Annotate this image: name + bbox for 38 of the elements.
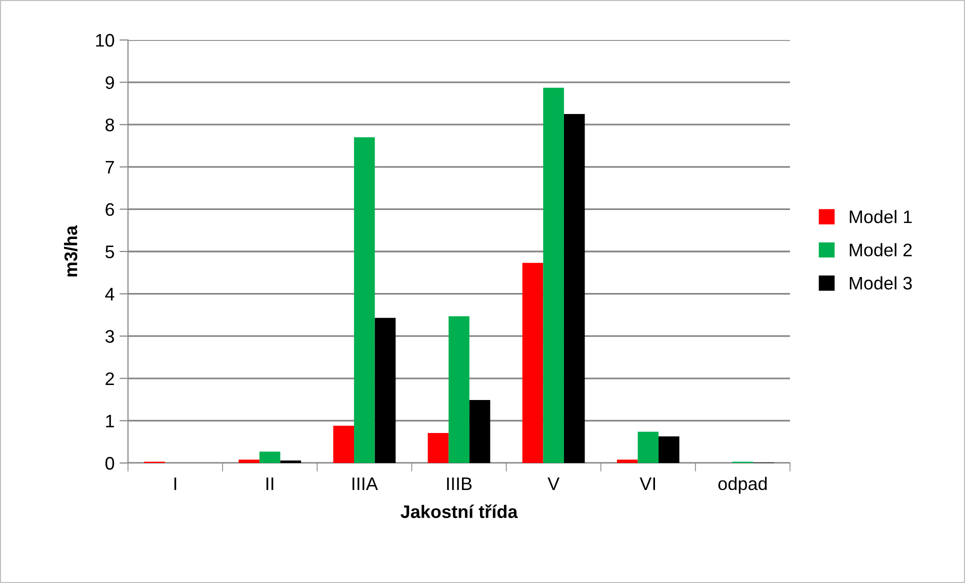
bar (333, 426, 354, 463)
legend-label: Model 3 (850, 276, 912, 290)
legend-label: Model 2 (850, 243, 912, 256)
bar (238, 460, 260, 463)
legend-label: Model 1 (850, 210, 912, 224)
x-tick-label: II (266, 478, 274, 490)
y-tick-label: 9 (106, 76, 114, 90)
bar (280, 460, 302, 463)
bar (658, 436, 680, 463)
bar (259, 452, 280, 463)
y-tick-label: 10 (96, 34, 114, 47)
bar (543, 88, 564, 463)
x-tick-label: I (174, 478, 176, 490)
bar (354, 137, 375, 463)
bar (428, 432, 449, 463)
x-tick-label: odpad (718, 476, 767, 494)
x-tick-label: IIIA (352, 478, 378, 490)
y-tick-label: 3 (105, 330, 114, 343)
y-tick-label: 1 (106, 414, 114, 428)
y-tick-label: 2 (106, 372, 114, 385)
y-axis-title: m3/ha (64, 225, 78, 276)
bar (448, 316, 470, 463)
y-tick-label: 8 (106, 118, 114, 132)
y-tick-label: 7 (106, 161, 114, 174)
y-tick-label: 6 (106, 203, 114, 216)
y-tick-label: 0 (105, 456, 114, 470)
x-tick-label: VI (640, 478, 656, 490)
bar (522, 262, 544, 463)
bar (616, 460, 638, 463)
bar (638, 432, 659, 463)
bar (469, 400, 490, 463)
bar (564, 114, 585, 463)
y-tick-label: 4 (105, 288, 114, 300)
x-tick-label: IIIB (447, 478, 472, 490)
bar (374, 318, 396, 463)
x-axis-title: Jakostní třída (400, 504, 518, 518)
x-tick-label: V (548, 478, 560, 490)
y-tick-label: 5 (105, 246, 114, 258)
